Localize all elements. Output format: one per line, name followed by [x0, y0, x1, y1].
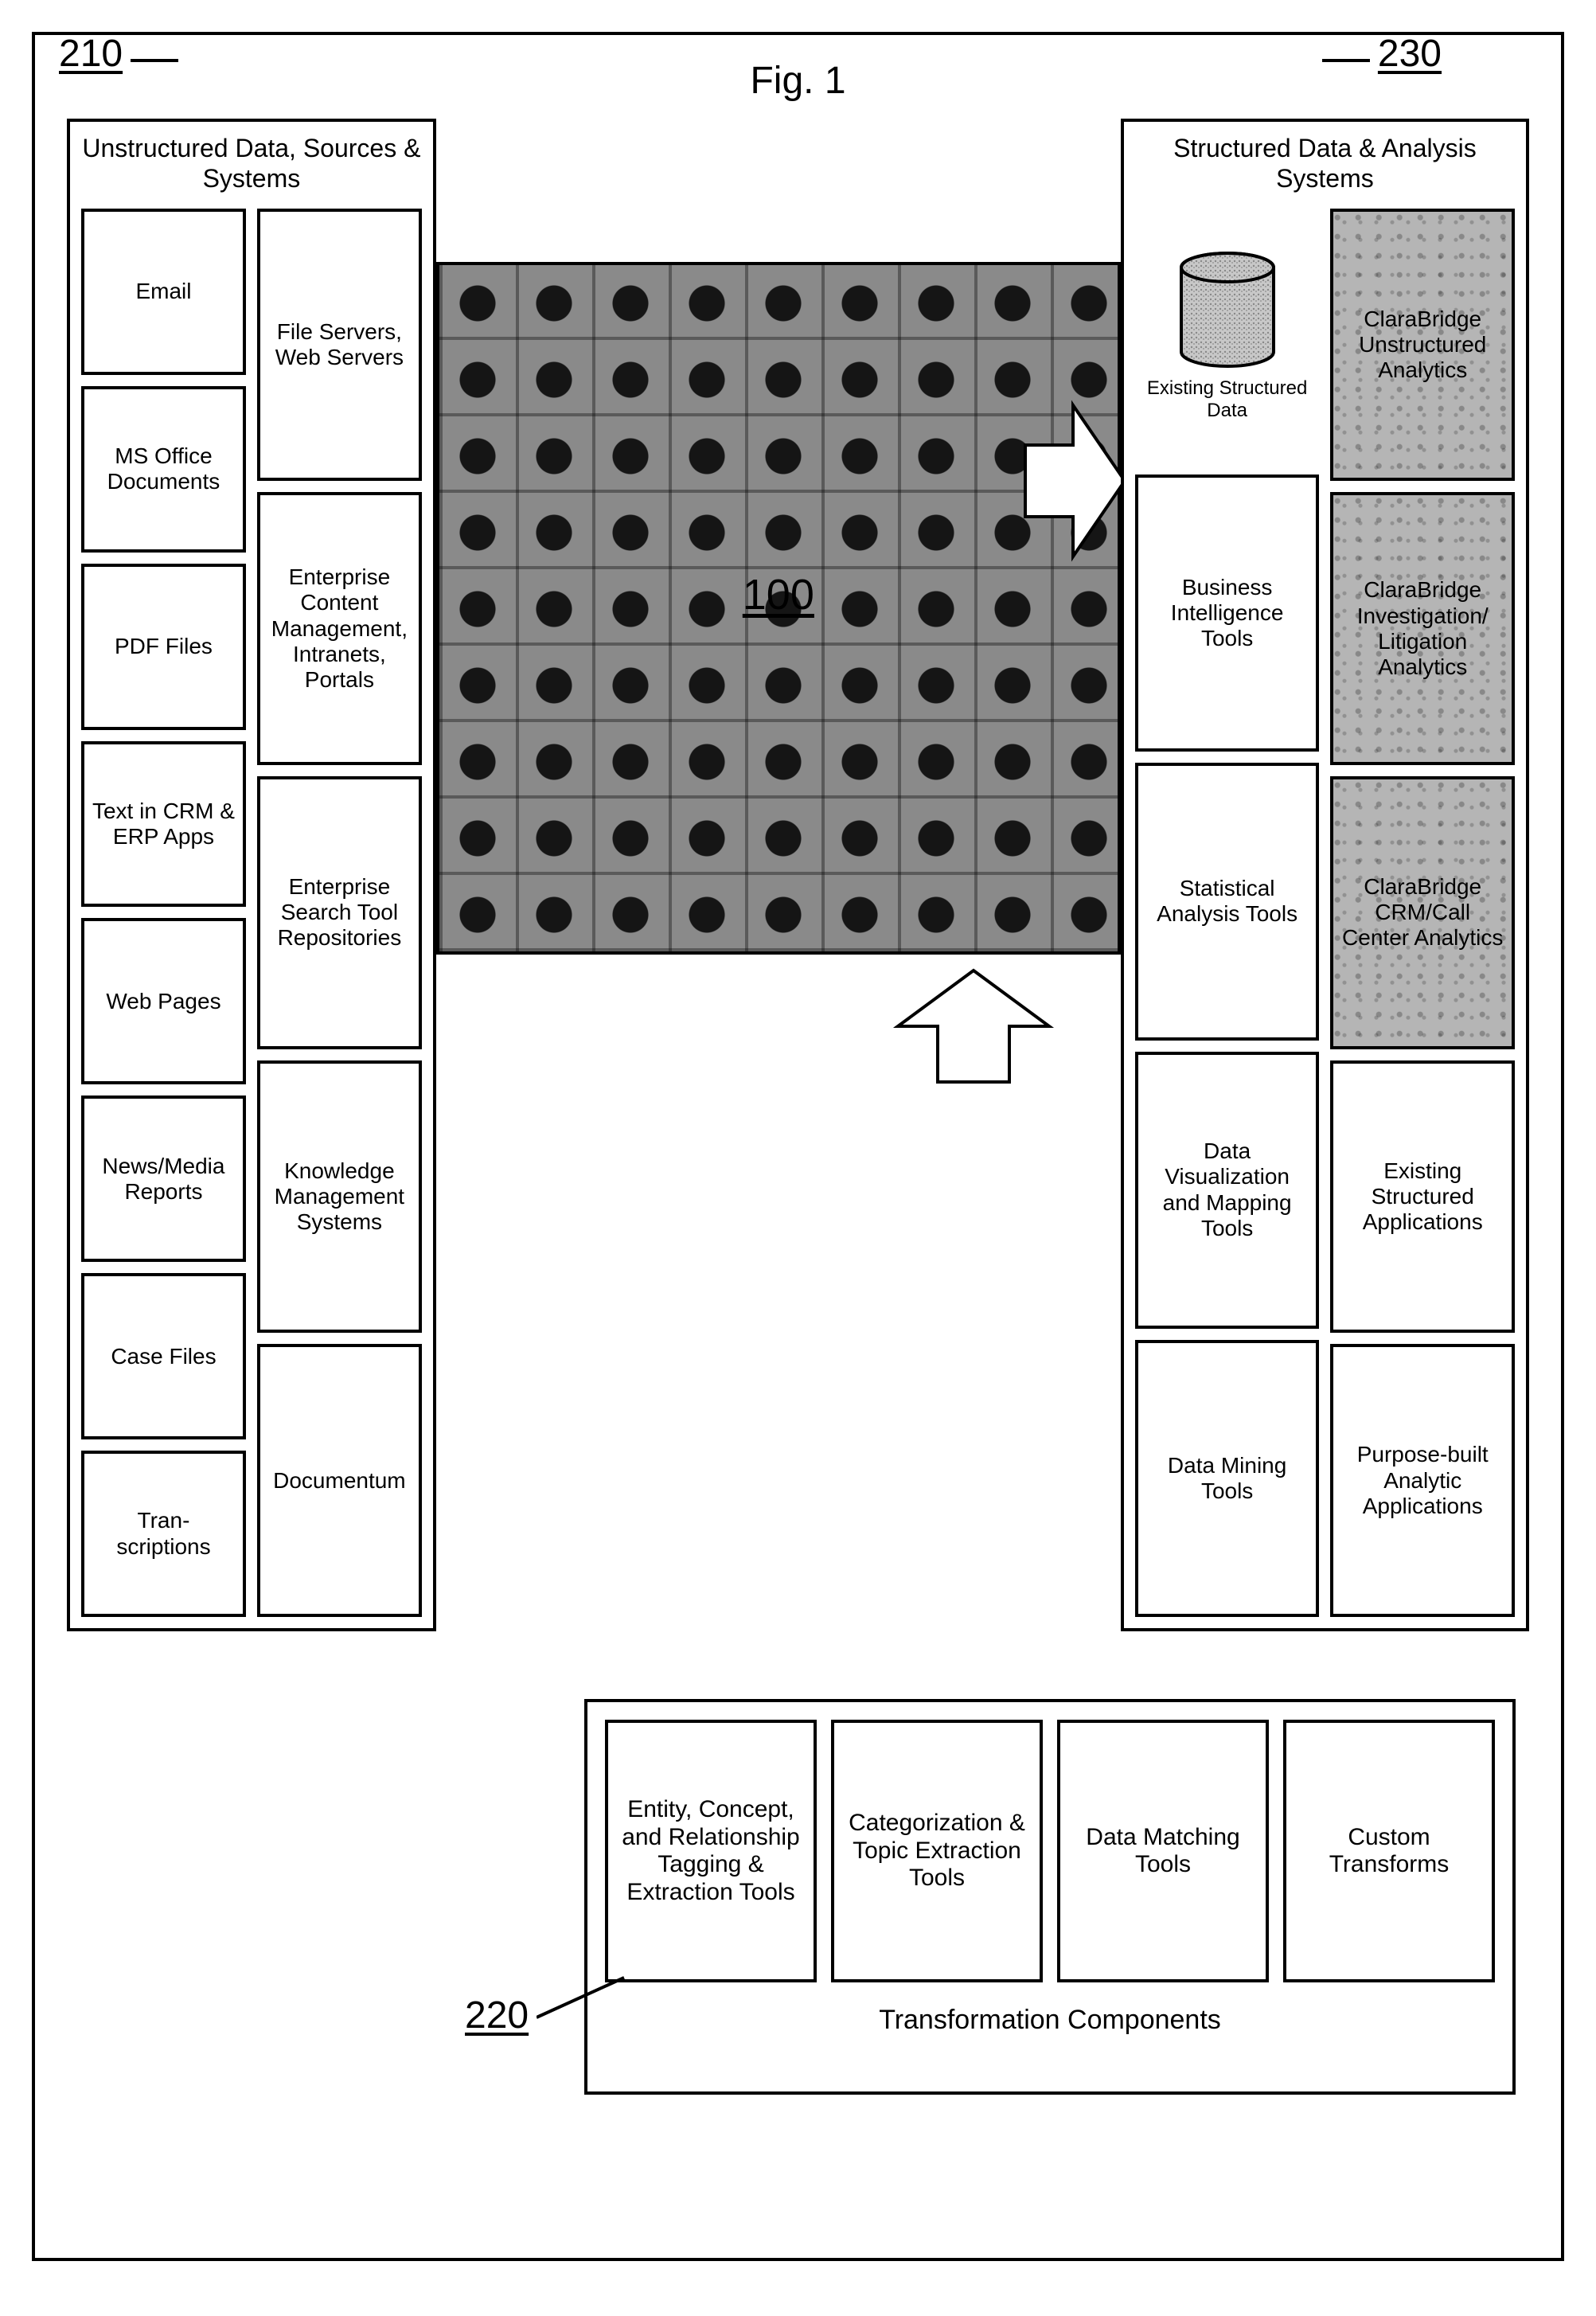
center-square: 100: [436, 262, 1121, 955]
ref-220: 220: [465, 1994, 529, 2037]
db-label: Existing Structured Data: [1135, 377, 1320, 422]
arrow-right-2: [1017, 397, 1129, 564]
bottom-panel-title: Transformation Components: [605, 2005, 1495, 2036]
cell-ecm: Enterprise Content Management, Intranets…: [257, 492, 422, 765]
cell-dataviz: Data Visualization and Mapping Tools: [1135, 1052, 1320, 1329]
figure-title: Fig. 1: [67, 59, 1529, 103]
right-col-b: ClaraBridge Unstructured Analytics Clara…: [1330, 209, 1515, 1617]
right-panel: Structured Data & Analysis Systems: [1121, 119, 1529, 1631]
cell-existing-apps: Existing Structured Applications: [1330, 1060, 1515, 1334]
cell-stats: Statistical Analysis Tools: [1135, 763, 1320, 1040]
ref-230: 230: [1378, 32, 1442, 76]
main-row: Unstructured Data, Sources & Systems Ema…: [67, 119, 1529, 1631]
left-panel-title: Unstructured Data, Sources & Systems: [70, 122, 433, 209]
cell-search-repo: Enterprise Search Tool Repositories: [257, 776, 422, 1049]
cell-crm-erp: Text in CRM & ERP Apps: [81, 741, 246, 908]
center-column: 100: [436, 119, 1121, 1631]
cell-cb-crm: ClaraBridge CRM/Call Center Analytics: [1330, 776, 1515, 1049]
cell-categorization: Categorization & Topic Extraction Tools: [831, 1720, 1043, 1982]
cell-km: Knowledge Management Systems: [257, 1060, 422, 1334]
center-square-wrap: 100: [436, 262, 1121, 955]
ref-210-leader: [131, 59, 178, 62]
cell-news: News/Media Reports: [81, 1096, 246, 1262]
cell-cb-litigation: ClaraBridge Investigation/ Litigation An…: [1330, 492, 1515, 765]
cell-casefiles: Case Files: [81, 1273, 246, 1439]
left-columns: Email MS Office Documents PDF Files Text…: [70, 209, 433, 1628]
right-panel-title: Structured Data & Analysis Systems: [1124, 122, 1526, 209]
ref-210: 210: [59, 32, 123, 76]
cell-msoffice: MS Office Documents: [81, 386, 246, 553]
left-panel: Unstructured Data, Sources & Systems Ema…: [67, 119, 436, 1631]
cell-fileservers: File Servers, Web Servers: [257, 209, 422, 482]
cell-transcriptions: Tran- scriptions: [81, 1451, 246, 1617]
cell-existing-db: Existing Structured Data: [1135, 209, 1320, 463]
left-col-a: Email MS Office Documents PDF Files Text…: [81, 209, 246, 1617]
cell-documentum: Documentum: [257, 1344, 422, 1617]
center-label: 100: [738, 570, 819, 619]
database-icon: [1176, 250, 1279, 369]
left-col-b: File Servers, Web Servers Enterprise Con…: [257, 209, 422, 1617]
cell-cb-unstructured: ClaraBridge Unstructured Analytics: [1330, 209, 1515, 482]
cell-email: Email: [81, 209, 246, 375]
right-col-a: Existing Structured Data Business Intell…: [1135, 209, 1320, 1617]
right-columns: Existing Structured Data Business Intell…: [1124, 209, 1526, 1628]
cell-mining: Data Mining Tools: [1135, 1340, 1320, 1617]
cell-pdf: PDF Files: [81, 564, 246, 730]
cell-entity-extraction: Entity, Concept, and Relationship Taggin…: [605, 1720, 817, 1982]
cell-webpages: Web Pages: [81, 918, 246, 1084]
bottom-panel: Entity, Concept, and Relationship Taggin…: [584, 1699, 1516, 2095]
cell-purpose-built: Purpose-built Analytic Applications: [1330, 1344, 1515, 1617]
ref-230-leader: [1322, 59, 1370, 62]
bottom-row: Entity, Concept, and Relationship Taggin…: [605, 1720, 1495, 1982]
ref-220-leader: [537, 1970, 632, 2049]
cell-custom-transforms: Custom Transforms: [1283, 1720, 1495, 1982]
cell-bi: Business Intelligence Tools: [1135, 475, 1320, 752]
diagram-frame: 210 230 Fig. 1 Unstructured Data, Source…: [32, 32, 1564, 2261]
cell-data-matching: Data Matching Tools: [1057, 1720, 1269, 1982]
arrow-up: [890, 963, 1057, 1090]
